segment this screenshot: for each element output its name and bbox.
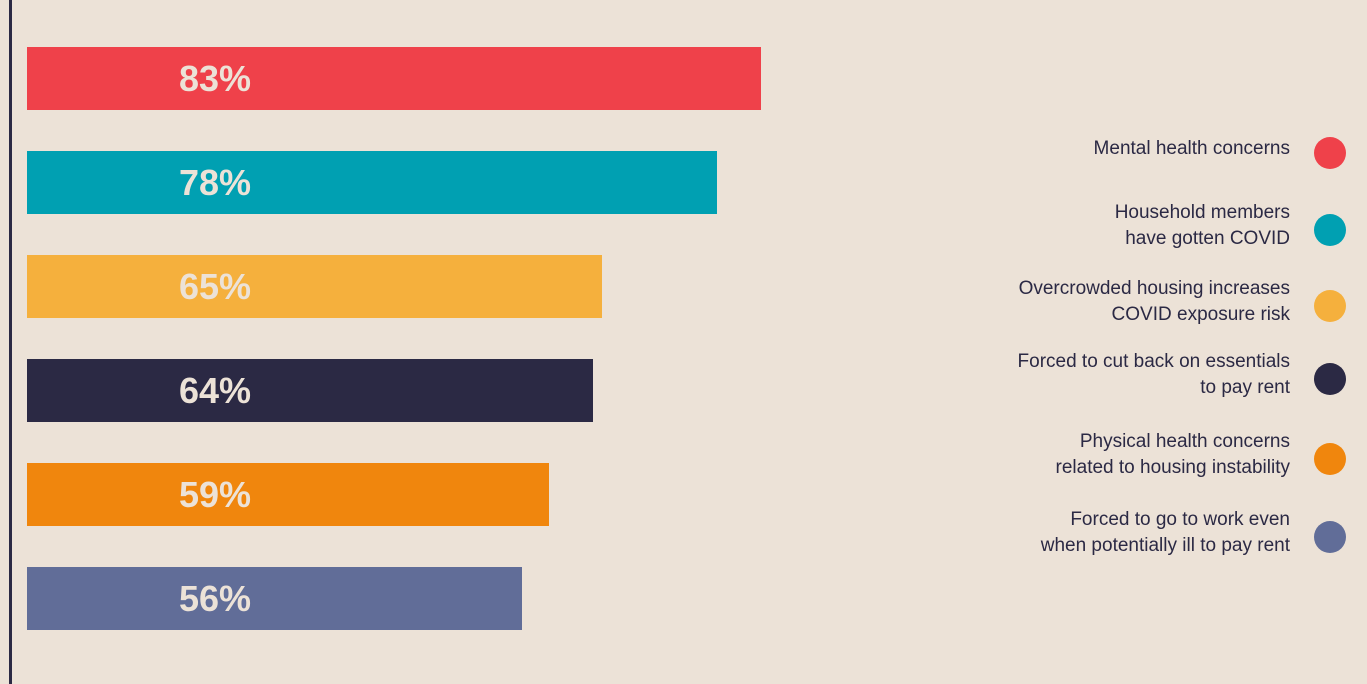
bar-3: 65% <box>27 255 602 318</box>
legend-label: Forced to go to work even when potentiall… <box>890 507 1290 559</box>
legend-label: Physical health concerns related to housi… <box>890 429 1290 481</box>
legend-item-3: Overcrowded housing increases COVID expos… <box>900 276 1367 336</box>
circle-icon <box>1314 363 1346 395</box>
bar-value-label: 65% <box>179 266 252 307</box>
legend-label: Overcrowded housing increases COVID expos… <box>890 276 1290 328</box>
circle-icon <box>1314 443 1346 475</box>
bar-value-label: 83% <box>179 58 252 99</box>
legend-item-4: Forced to cut back on essentials to pay r… <box>900 349 1367 409</box>
legend: Mental health concerns Household members h… <box>900 0 1367 684</box>
legend-label-line: to pay rent <box>1200 377 1290 398</box>
circle-icon <box>1314 137 1346 169</box>
legend-label: Mental health concerns <box>890 136 1290 162</box>
circle-icon <box>1314 214 1346 246</box>
bar-6: 56% <box>27 567 522 630</box>
legend-label-line: when potentially ill to pay rent <box>1040 535 1290 556</box>
legend-item-2: Household members have gotten COVID <box>900 200 1367 260</box>
legend-label-line: have gotten COVID <box>1125 228 1290 249</box>
bar-value-label: 59% <box>179 474 252 515</box>
bar-value-label: 64% <box>179 370 252 411</box>
legend-label-line: Mental health concerns <box>1093 138 1290 159</box>
legend-label-line: COVID exposure risk <box>1111 304 1290 325</box>
bar-5: 59% <box>27 463 549 526</box>
legend-item-6: Forced to go to work even when potentiall… <box>900 507 1367 567</box>
circle-icon <box>1314 521 1346 553</box>
legend-label-line: Forced to cut back on essentials <box>1017 351 1290 372</box>
y-axis-line <box>9 0 12 684</box>
legend-label-line: related to housing instability <box>1055 457 1290 478</box>
bar-value-label: 78% <box>179 162 252 203</box>
bars-area: 83% 78% 65% 64% 59% 56% <box>27 47 761 630</box>
legend-label-line: Household members <box>1114 202 1290 223</box>
bar-1: 83% <box>27 47 761 110</box>
bar-value-label: 56% <box>179 578 252 619</box>
legend-label-line: Forced to go to work even <box>1070 509 1290 530</box>
legend-item-5: Physical health concerns related to housi… <box>900 429 1367 489</box>
bar-2: 78% <box>27 151 717 214</box>
legend-label: Forced to cut back on essentials to pay r… <box>890 349 1290 401</box>
legend-item-1: Mental health concerns <box>900 136 1367 196</box>
bar-4: 64% <box>27 359 593 422</box>
legend-label-line: Overcrowded housing increases <box>1018 278 1290 299</box>
circle-icon <box>1314 290 1346 322</box>
legend-label-line: Physical health concerns <box>1079 431 1290 452</box>
legend-label: Household members have gotten COVID <box>890 200 1290 252</box>
